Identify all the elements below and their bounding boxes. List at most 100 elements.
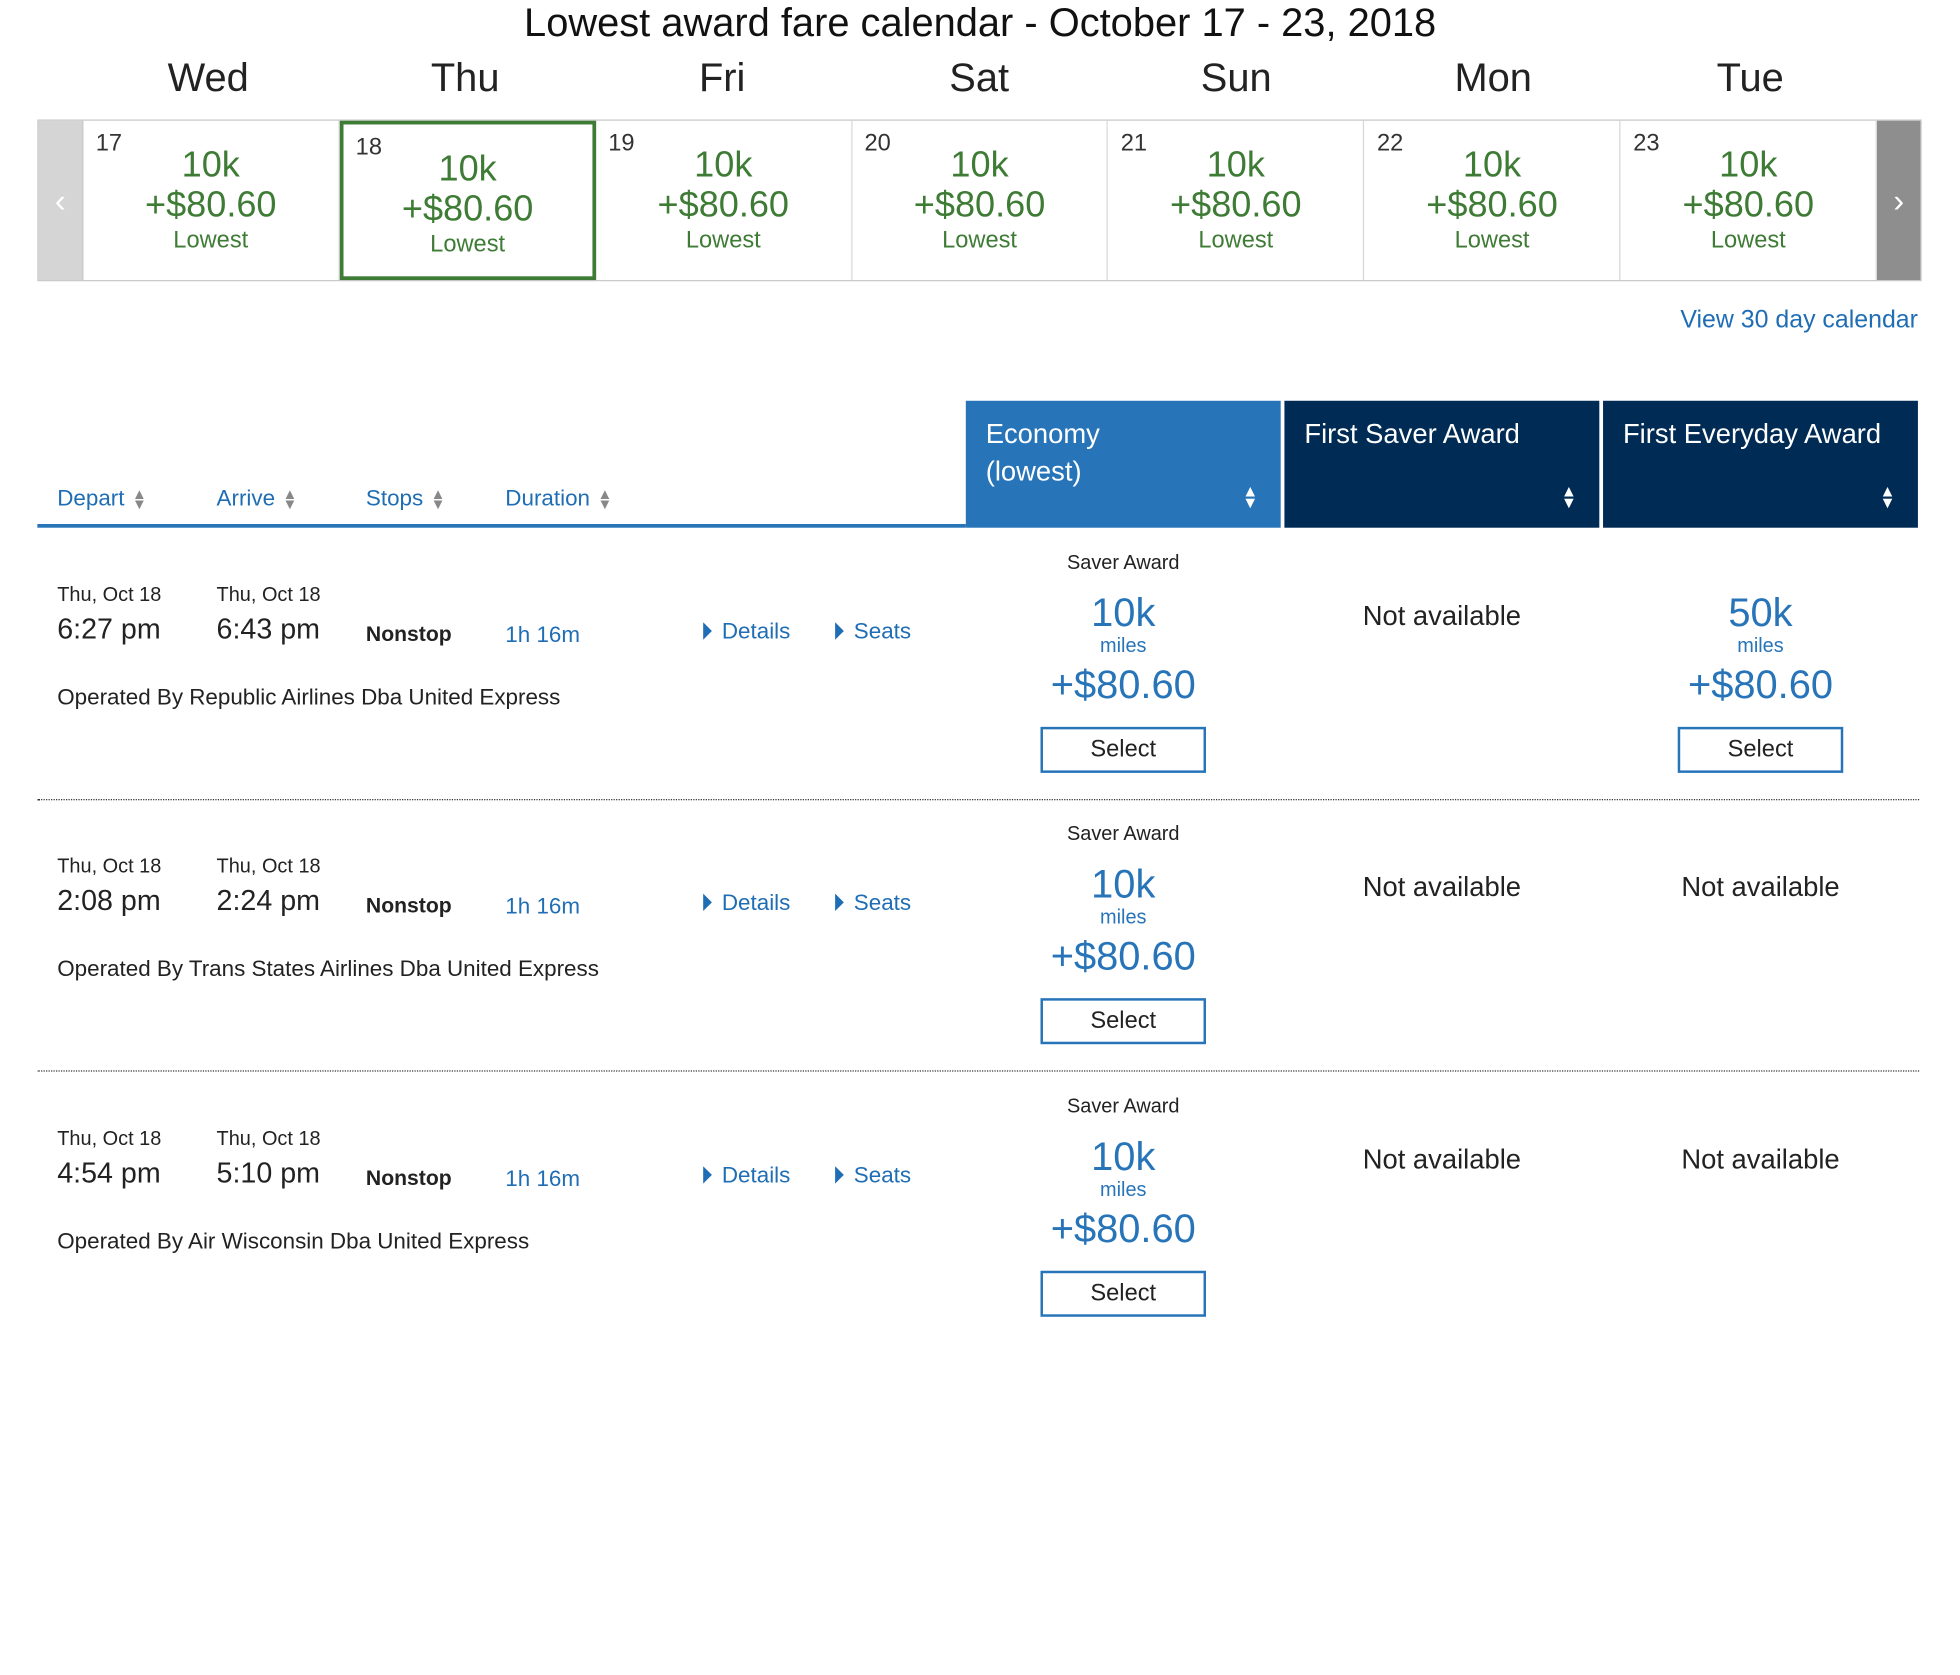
caret-right-icon <box>703 893 712 912</box>
sort-icon: ▲ ▼ <box>597 485 613 514</box>
calendar-day-cell[interactable]: 20 10k +$80.60 Lowest <box>852 120 1109 281</box>
fare-column-economy[interactable]: Economy (lowest) ▲ ▼ <box>965 400 1281 528</box>
calendar-day-number: 18 <box>355 134 382 161</box>
calendar-day-fee: +$80.60 <box>657 185 790 226</box>
details-link[interactable]: Details <box>703 890 790 916</box>
fare-miles: 10k <box>1091 589 1156 635</box>
arrive-date: Thu, Oct 18 <box>216 856 321 878</box>
arrive-date: Thu, Oct 18 <box>216 1128 321 1151</box>
weekday-name: Sat <box>949 54 1010 100</box>
calendar-day-number: 23 <box>1633 130 1660 157</box>
sort-icon: ▲ ▼ <box>1242 481 1259 512</box>
depart-time: 4:54 pm <box>57 1156 161 1189</box>
calendar-day-tag: Lowest <box>173 227 249 254</box>
select-economy-button[interactable]: Select <box>1040 1270 1207 1317</box>
calendar-day-number: 22 <box>1376 130 1404 157</box>
calendar-day-miles: 10k <box>1206 145 1265 186</box>
sort-duration-label: Duration <box>505 485 590 511</box>
operated-by: Operated By Republic Airlines Dba United… <box>57 684 561 710</box>
details-link[interactable]: Details <box>703 619 790 645</box>
details-link[interactable]: Details <box>703 1162 790 1188</box>
depart-time: 6:27 pm <box>57 612 161 645</box>
saver-award-label: Saver Award <box>1066 552 1180 574</box>
caret-right-icon <box>835 893 844 912</box>
view-30-day-calendar-link[interactable]: View 30 day calendar <box>1680 306 1918 334</box>
caret-right-icon <box>835 622 844 640</box>
fare-miles: 10k <box>1091 861 1156 907</box>
depart-date: Thu, Oct 18 <box>57 1128 162 1151</box>
not-available-text: Not available <box>1681 1143 1840 1175</box>
calendar-prev-button[interactable]: ‹ <box>38 120 84 281</box>
caret-right-icon <box>703 1166 712 1184</box>
fare-column-first-saver[interactable]: First Saver Award ▲ ▼ <box>1284 400 1600 528</box>
sort-icon: ▲ ▼ <box>1560 481 1577 512</box>
sort-arrive-label: Arrive <box>216 485 276 511</box>
fare-fee: +$80.60 <box>1687 662 1834 707</box>
calendar-day-miles: 10k <box>694 145 753 186</box>
fare-miles-unit: miles <box>1100 1179 1147 1202</box>
duration-value: 1h 16m <box>505 622 581 648</box>
sort-stops-button[interactable]: Stops ▲ ▼ <box>366 485 446 511</box>
calendar-day-cell[interactable]: 19 10k +$80.60 Lowest <box>596 120 853 281</box>
fare-miles-unit: miles <box>1100 635 1147 658</box>
arrive-date: Thu, Oct 18 <box>216 584 321 607</box>
weekday-name: Tue <box>1716 54 1784 100</box>
calendar-day-miles: 10k <box>1462 145 1522 186</box>
weekday-name: Thu <box>430 54 500 100</box>
flight-row: Thu, Oct 18 4:54 pm Thu, Oct 18 5:10 pm … <box>37 1072 1919 1343</box>
calendar-next-button[interactable]: › <box>1877 120 1921 281</box>
depart-date: Thu, Oct 18 <box>57 584 162 607</box>
flight-row: Thu, Oct 18 6:27 pm Thu, Oct 18 6:43 pm … <box>37 528 1920 801</box>
first-everyday-header-label: First Everyday Award <box>1622 418 1882 450</box>
calendar-day-tag: Lowest <box>942 227 1017 254</box>
select-economy-button[interactable]: Select <box>1040 998 1207 1045</box>
calendar-day-cell-selected[interactable]: 18 10k +$80.60 Lowest <box>339 120 596 281</box>
fare-miles-unit: miles <box>1737 635 1784 658</box>
saver-award-label: Saver Award <box>1066 1096 1180 1118</box>
calendar-day-fee: +$80.60 <box>1170 185 1302 226</box>
seats-link[interactable]: Seats <box>835 619 911 645</box>
economy-header-line2: (lowest) <box>985 455 1082 487</box>
seats-link[interactable]: Seats <box>835 1162 911 1188</box>
first-saver-header-label: First Saver Award <box>1304 418 1520 450</box>
seats-link[interactable]: Seats <box>835 890 911 916</box>
select-first-everyday-button[interactable]: Select <box>1677 726 1844 773</box>
duration-value: 1h 16m <box>505 893 581 919</box>
sort-depart-button[interactable]: Depart ▲ ▼ <box>57 485 147 511</box>
select-economy-button[interactable]: Select <box>1040 726 1207 773</box>
sort-depart-label: Depart <box>57 485 125 511</box>
sort-arrive-button[interactable]: Arrive ▲ ▼ <box>217 485 298 511</box>
calendar-day-tag: Lowest <box>1710 227 1786 254</box>
calendar-day-fee: +$80.60 <box>145 185 277 226</box>
calendar-day-cell[interactable]: 23 10k +$80.60 Lowest <box>1621 120 1878 281</box>
not-available-text: Not available <box>1362 871 1522 903</box>
arrive-time: 6:43 pm <box>216 612 320 645</box>
arrive-time: 2:24 pm <box>216 883 320 917</box>
calendar-day-cell[interactable]: 21 10k +$80.60 Lowest <box>1108 120 1365 281</box>
weekday-name: Fri <box>698 54 746 100</box>
not-available-text: Not available <box>1362 1143 1522 1175</box>
operated-by: Operated By Air Wisconsin Dba United Exp… <box>57 1228 530 1254</box>
calendar-day-cell[interactable]: 17 10k +$80.60 Lowest <box>83 120 340 281</box>
operated-by: Operated By Trans States Airlines Dba Un… <box>57 955 599 981</box>
calendar-day-number: 19 <box>608 130 635 157</box>
fare-column-first-everyday[interactable]: First Everyday Award ▲ ▼ <box>1603 400 1918 528</box>
stops-value: Nonstop <box>365 1166 452 1190</box>
calendar-day-miles: 10k <box>1719 145 1778 186</box>
weekday-name: Wed <box>167 54 249 100</box>
caret-right-icon <box>835 1166 844 1184</box>
sort-duration-button[interactable]: Duration ▲ ▼ <box>505 485 612 511</box>
sort-icon: ▲ ▼ <box>430 485 446 514</box>
calendar-title: Lowest award fare calendar - October 17 … <box>524 0 1437 45</box>
calendar-day-number: 17 <box>95 130 123 157</box>
weekday-name: Mon <box>1454 54 1532 100</box>
calendar-day-tag: Lowest <box>430 231 506 258</box>
weekday-header: Wed Thu Fri Sat Sun Mon Tue <box>80 55 1880 101</box>
sort-icon: ▲ ▼ <box>131 485 147 514</box>
flight-row: Thu, Oct 18 2:08 pm Thu, Oct 18 2:24 pm … <box>37 799 1920 1072</box>
calendar-day-cell[interactable]: 22 10k +$80.60 Lowest <box>1365 120 1621 281</box>
calendar-day-fee: +$80.60 <box>1426 185 1558 226</box>
stops-value: Nonstop <box>365 893 452 918</box>
stops-value: Nonstop <box>365 622 452 646</box>
weekday-name: Sun <box>1200 54 1272 100</box>
